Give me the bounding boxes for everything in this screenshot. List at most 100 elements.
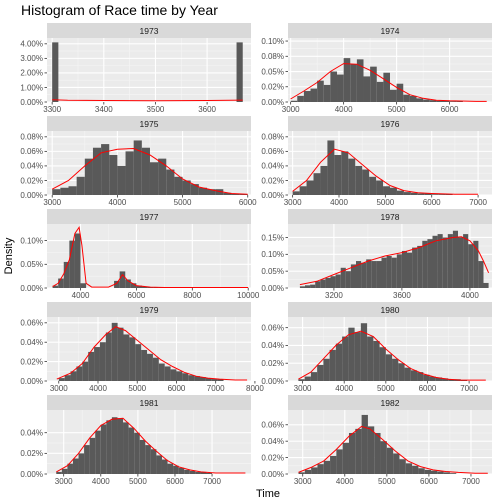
- y-tick-label: 0.00%: [20, 470, 43, 479]
- facet-panel-1981: 1981 3000 4000 5000 6000 7000 0.00% 0.02% 0.04%: [20, 395, 251, 486]
- x-tick-label: 3600: [198, 105, 216, 114]
- histogram-bar: [336, 449, 343, 474]
- x-tick-label: 6000: [166, 477, 184, 486]
- histogram-bar: [341, 151, 349, 195]
- histogram-bar: [463, 234, 469, 288]
- x-tick-label: 4000: [108, 198, 126, 207]
- y-tick-label: 0.15%: [261, 233, 284, 242]
- histogram-bar: [473, 240, 479, 288]
- facet-panel-1982: 1982 3000 4000 5000 6000 7000 0.00% 0.02% 0.04% 0…: [261, 395, 492, 486]
- histogram-bar: [311, 467, 318, 474]
- histogram-bar: [363, 76, 371, 102]
- histogram-bar: [84, 445, 90, 474]
- histogram-bar: [348, 432, 356, 474]
- facet-strip: [288, 302, 492, 317]
- histogram-bar: [292, 191, 300, 195]
- histogram-bar: [371, 261, 377, 288]
- histogram-bar: [88, 351, 95, 381]
- histogram-bar: [211, 379, 218, 381]
- histogram-bar: [417, 372, 424, 381]
- histogram-bar: [483, 282, 489, 288]
- histogram-bar: [164, 366, 171, 381]
- histogram-bar: [298, 379, 305, 381]
- histogram-bar: [383, 72, 390, 102]
- histogram-bar: [156, 455, 162, 474]
- histogram-bar: [410, 370, 418, 381]
- facet-panel-1978: 1978 3200 3600 4000 0.00% 0.05% 0.10% 0.15%: [261, 209, 492, 300]
- y-tick-label: 0.02%: [261, 83, 284, 92]
- histogram-bar: [403, 192, 411, 195]
- y-tick-label: 0.02%: [261, 359, 284, 368]
- histogram-bar: [448, 379, 455, 381]
- histogram-bar: [376, 81, 384, 102]
- histogram-bar: [170, 369, 177, 381]
- histogram-bar: [305, 285, 311, 288]
- histogram-bar: [436, 100, 443, 102]
- panel-background: [47, 38, 251, 102]
- y-tick-label: 0.04%: [261, 437, 284, 446]
- x-tick-label: 3000: [43, 198, 61, 207]
- histogram-bar: [330, 71, 338, 102]
- histogram-bar: [385, 354, 393, 381]
- histogram-bar: [142, 286, 148, 288]
- x-tick-label: 5000: [376, 198, 394, 207]
- histogram-bar: [67, 463, 73, 474]
- histogram-bar: [403, 94, 410, 102]
- histogram-bar: [64, 375, 71, 381]
- x-tick-label: 3300: [43, 105, 61, 114]
- facet-panel-1975: 1975 3000 4000 5000 6000 0.00% 0.02% 0.04% 0.06%…: [20, 116, 257, 207]
- histogram-bar: [478, 261, 484, 288]
- histogram-bar: [109, 155, 118, 195]
- histogram-bar: [152, 357, 159, 381]
- histogram-bar: [141, 147, 150, 195]
- x-tick-label: 3400: [95, 105, 113, 114]
- facet-panel-1973: 1973 3300 3400 3500 3600 0.00% 1.00% 2.00% 3.00%…: [20, 23, 251, 114]
- histogram-bar: [323, 84, 331, 102]
- histogram-bar: [320, 165, 328, 195]
- x-tick-label: 6000: [441, 105, 459, 114]
- facet-strip: [47, 302, 251, 317]
- histogram-bar: [313, 173, 321, 195]
- histogram-bar: [182, 373, 189, 381]
- x-tick-label: 5000: [388, 105, 406, 114]
- histogram-bar: [449, 473, 457, 474]
- histogram-bar: [117, 327, 124, 381]
- histogram-bar: [354, 332, 361, 381]
- histogram-bar: [304, 376, 311, 381]
- histogram-bar: [101, 144, 110, 195]
- histogram-bar: [173, 465, 179, 474]
- histogram-bar: [194, 376, 200, 381]
- histogram-bar: [149, 162, 159, 195]
- histogram-bar: [82, 361, 89, 381]
- histogram-bar: [412, 465, 419, 474]
- density-curve: [52, 225, 249, 288]
- facet-grid: 1973 3300 3400 3500 3600 0.00% 1.00% 2.00% 3.00%…: [20, 23, 492, 486]
- facet-strip: [288, 23, 492, 38]
- facet-panel-1979: 1979 3000 4000 5000 6000 7000 8000 0.00% 0.02% 0.…: [20, 302, 264, 393]
- facet-strip-label: 1977: [140, 212, 159, 222]
- histogram-bar: [423, 374, 430, 381]
- histogram-bar: [431, 470, 438, 474]
- x-tick-label: 5000: [378, 477, 396, 486]
- y-tick-label: 0.00%: [261, 98, 284, 107]
- histogram-bar: [299, 186, 307, 195]
- histogram-bar: [217, 379, 224, 381]
- x-tick-label: 4000: [335, 384, 353, 393]
- histogram-bar: [445, 194, 453, 195]
- x-tick-label: 10000: [237, 291, 260, 300]
- y-tick-label: 2.00%: [20, 69, 43, 78]
- histogram-bar: [396, 83, 404, 102]
- histogram-bar: [356, 261, 362, 288]
- histogram-bar: [111, 322, 118, 381]
- histogram-bar: [323, 358, 330, 381]
- histogram-bar: [452, 230, 458, 288]
- histogram-bar: [56, 471, 62, 474]
- histogram-bar: [61, 468, 68, 474]
- histogram-bar: [167, 463, 174, 474]
- y-tick-label: 0.04%: [20, 338, 43, 347]
- y-tick-label: 0.10%: [20, 236, 43, 245]
- y-tick-label: 0.06%: [261, 323, 284, 332]
- y-tick-label: 4.00%: [20, 40, 43, 49]
- histogram-bar: [89, 437, 96, 474]
- histogram-bar: [310, 372, 318, 381]
